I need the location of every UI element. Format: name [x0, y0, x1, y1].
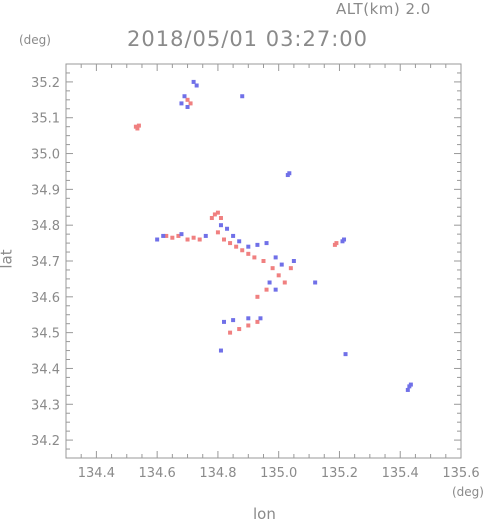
data-point-blue — [291, 259, 296, 263]
data-point-red — [215, 230, 220, 235]
data-point-blue — [161, 233, 166, 238]
data-point-red — [246, 323, 251, 328]
data-point-blue — [155, 237, 160, 242]
data-point-red — [228, 241, 233, 246]
x-tick-label: 135.2 — [321, 466, 358, 481]
data-point-red — [288, 266, 293, 271]
data-point-red — [209, 216, 214, 221]
data-point-red — [212, 212, 217, 217]
data-points — [133, 79, 413, 392]
axis-ticks: 134.4 134.6 134.8 135.0 135.2 135.4 135.6 34.2 3… — [31, 63, 480, 481]
data-point-blue — [191, 79, 196, 84]
data-point-red — [197, 237, 202, 242]
y-tick-label: 34.5 — [31, 327, 60, 342]
data-point-red — [218, 216, 223, 221]
data-point-blue — [255, 242, 260, 247]
data-point-blue — [258, 316, 263, 321]
altitude-label: ALT(km) 2.0 — [336, 0, 431, 18]
data-point-blue — [273, 255, 278, 260]
x-tick-label: 135.0 — [260, 466, 297, 481]
data-point-red — [234, 244, 239, 249]
data-point-blue — [313, 280, 318, 285]
data-point-blue — [342, 237, 347, 242]
data-point-blue — [237, 239, 242, 244]
data-point-blue — [194, 83, 199, 88]
chart-title: 2018/05/01 03:27:00 — [127, 27, 369, 51]
y-tick-label: 34.6 — [31, 291, 60, 306]
data-point-blue — [273, 287, 278, 292]
data-point-blue — [264, 241, 269, 246]
data-point-red — [228, 330, 233, 335]
data-point-blue — [240, 94, 245, 99]
data-point-blue — [287, 171, 292, 176]
data-point-red — [176, 233, 181, 238]
y-tick-label: 34.2 — [31, 434, 60, 449]
data-point-blue — [231, 233, 236, 238]
data-point-blue — [246, 244, 251, 249]
data-point-red — [270, 266, 275, 271]
data-point-red — [261, 259, 266, 263]
data-point-blue — [179, 232, 184, 237]
data-point-red — [135, 126, 140, 131]
data-point-red — [255, 294, 260, 299]
data-point-blue — [408, 382, 413, 387]
data-point-red — [264, 287, 269, 292]
y-tick-label: 34.9 — [31, 183, 60, 198]
data-point-blue — [218, 348, 223, 353]
data-point-blue — [246, 316, 251, 321]
data-point-red — [237, 327, 242, 332]
data-point-red — [240, 248, 245, 253]
data-point-blue — [179, 101, 184, 106]
data-point-blue — [185, 104, 190, 109]
data-point-blue — [405, 387, 410, 392]
data-point-red — [191, 235, 196, 240]
x-tick-label: 134.6 — [139, 466, 176, 481]
data-point-blue — [231, 318, 236, 323]
x-tick-label: 135.6 — [442, 466, 479, 481]
y-tick-label: 34.7 — [31, 255, 60, 270]
data-point-red — [282, 280, 287, 285]
data-point-red — [255, 319, 260, 324]
data-point-blue — [225, 226, 230, 231]
data-point-red — [246, 251, 251, 256]
data-point-blue — [343, 352, 348, 357]
data-point-red — [215, 210, 220, 215]
data-point-red — [188, 101, 193, 106]
y-tick-label: 35.1 — [31, 112, 60, 127]
data-point-red — [164, 233, 169, 238]
data-point-red — [136, 123, 141, 128]
x-tick-label: 134.4 — [78, 466, 115, 481]
y-tick-label: 35.2 — [31, 76, 60, 91]
x-tick-label: 134.8 — [199, 466, 236, 481]
data-point-blue — [218, 223, 223, 228]
x-axis-unit: (deg) — [452, 485, 484, 499]
y-tick-label: 34.3 — [31, 398, 60, 413]
y-tick-label: 35.0 — [31, 148, 60, 163]
y-tick-label: 34.4 — [31, 362, 60, 377]
data-point-blue — [267, 280, 272, 285]
x-tick-label: 135.4 — [382, 466, 419, 481]
data-point-blue — [222, 319, 226, 324]
y-tick-label: 34.8 — [31, 219, 60, 234]
data-point-red — [170, 235, 175, 240]
data-point-red — [332, 242, 337, 247]
data-point-blue — [182, 94, 187, 99]
data-point-red — [222, 237, 226, 242]
data-point-red — [185, 97, 190, 102]
data-point-red — [185, 237, 190, 242]
y-axis-unit: (deg) — [19, 33, 51, 47]
data-point-blue — [203, 233, 208, 238]
data-point-red — [276, 273, 281, 278]
data-point-blue — [279, 262, 284, 267]
data-point-red — [252, 255, 257, 260]
x-axis-label: lon — [253, 505, 276, 523]
